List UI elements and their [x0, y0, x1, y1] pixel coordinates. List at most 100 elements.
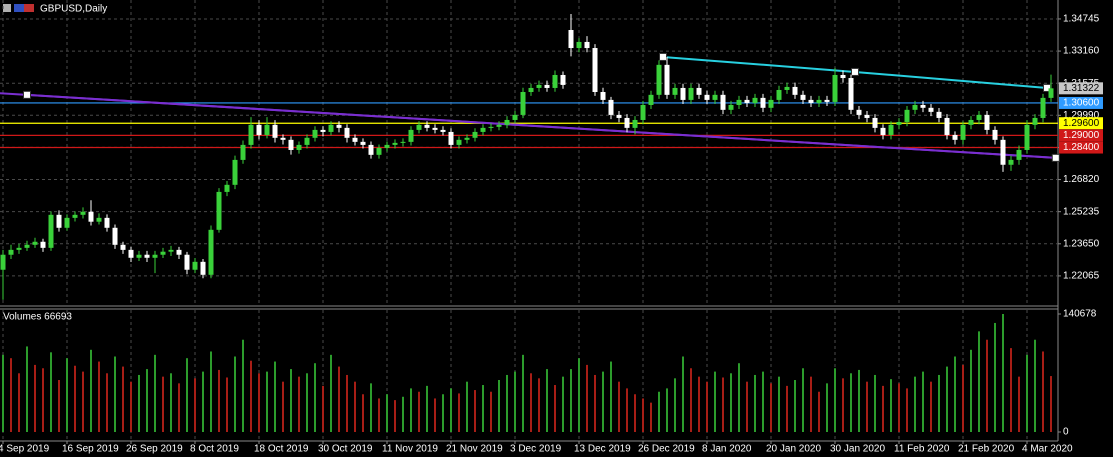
candle-body: [584, 41, 590, 49]
x-tick-label: 18 Oct 2019: [254, 444, 309, 455]
candle-body: [560, 74, 566, 85]
candle-body: [1016, 149, 1022, 160]
candle-body: [792, 86, 798, 95]
volume-tick-label: 0: [1063, 427, 1069, 438]
candle-body: [856, 109, 862, 115]
x-tick-label: 4 Mar 2020: [1022, 444, 1073, 455]
candle-body: [272, 124, 278, 138]
candle-body: [680, 87, 686, 100]
candle-body: [984, 114, 990, 130]
candle-body: [152, 254, 158, 258]
candle-body: [640, 104, 646, 120]
candle-body: [192, 261, 198, 270]
candle-body: [744, 99, 750, 103]
x-tick-label: 26 Dec 2019: [638, 444, 695, 455]
candle-body: [888, 124, 894, 135]
candle-body: [280, 137, 286, 140]
y-tick-label: 1.33160: [1063, 46, 1100, 57]
candle-body: [88, 211, 94, 222]
candle-body: [800, 94, 806, 100]
candle-body: [376, 147, 382, 155]
candle-body: [1000, 139, 1006, 165]
candle-body: [552, 74, 558, 88]
candle-body: [208, 229, 214, 275]
x-tick-label: 8 Oct 2019: [190, 444, 239, 455]
candle-body: [536, 84, 542, 88]
candle-body: [544, 84, 550, 88]
x-tick-label: 21 Nov 2019: [446, 444, 503, 455]
candle-body: [336, 124, 342, 128]
last-price-label: 1.31322: [1063, 83, 1100, 94]
candle-body: [504, 119, 510, 125]
x-tick-label: 30 Oct 2019: [318, 444, 373, 455]
candle-body: [656, 64, 662, 95]
line-label: 1.30600: [1063, 98, 1100, 109]
x-tick-label: 4 Sep 2019: [0, 444, 50, 455]
candle-body: [440, 129, 446, 132]
candle-body: [464, 137, 470, 140]
candle-body: [1024, 124, 1030, 150]
candle-body: [864, 114, 870, 118]
x-tick-label: 16 Sep 2019: [62, 444, 119, 455]
candle-body: [712, 94, 718, 100]
candle-body: [448, 131, 454, 145]
candle-body: [224, 184, 230, 192]
candle-body: [312, 129, 318, 138]
candle-body: [16, 247, 22, 250]
candle-body: [720, 94, 726, 110]
candle-body: [696, 87, 702, 95]
x-tick-label: 11 Nov 2019: [382, 444, 438, 455]
anchor-point: [23, 90, 31, 99]
candle-body: [24, 244, 30, 248]
y-tick-label: 1.26820: [1063, 174, 1100, 185]
candle-body: [136, 254, 142, 258]
candle-body: [416, 124, 422, 130]
volume-tick-label: 140678: [1063, 309, 1097, 320]
candle-body: [568, 29, 574, 49]
candle-body: [904, 109, 910, 122]
x-tick-label: 20 Jan 2020: [766, 444, 821, 455]
candle-body: [736, 99, 742, 105]
candle-body: [56, 214, 62, 228]
line-label-box: [1059, 117, 1103, 130]
candle-body: [344, 127, 350, 138]
candle-body: [832, 74, 838, 102]
candle-body: [944, 117, 950, 135]
candle-body: [1008, 159, 1014, 165]
candle-body: [104, 217, 110, 228]
y-tick-label: 1.25235: [1063, 206, 1100, 217]
x-tick-label: 11 Feb 2020: [894, 444, 950, 455]
candle-body: [256, 124, 262, 135]
symbol-icon: [3, 4, 11, 12]
candle-body: [1048, 88, 1054, 98]
candle-body: [96, 217, 102, 222]
y-tick-label: 1.29990: [1063, 110, 1100, 121]
y-tick-label: 1.23650: [1063, 238, 1100, 249]
candle-body: [768, 99, 774, 108]
candle-body: [976, 114, 982, 120]
candle-body: [632, 119, 638, 128]
line-label: 1.29000: [1063, 130, 1100, 141]
candle-body: [472, 131, 478, 138]
candle-body: [928, 107, 934, 112]
candle-body: [624, 117, 630, 128]
candle-body: [896, 122, 902, 125]
chart-title: GBPUSD,Daily: [40, 4, 107, 15]
x-tick-label: 30 Jan 2020: [830, 444, 885, 455]
candle-body: [936, 111, 942, 118]
candle-body: [216, 191, 222, 230]
candle-body: [288, 139, 294, 150]
candle-body: [912, 104, 918, 110]
line-label-box: [1059, 96, 1103, 109]
candle-body: [688, 87, 694, 100]
candle-body: [848, 78, 854, 110]
candle-body: [752, 97, 758, 103]
candle-body: [480, 127, 486, 132]
candle-body: [672, 87, 678, 95]
x-tick-label: 21 Feb 2020: [958, 444, 1015, 455]
line-label-box: [1059, 129, 1103, 142]
line-label-box: [1059, 141, 1103, 154]
